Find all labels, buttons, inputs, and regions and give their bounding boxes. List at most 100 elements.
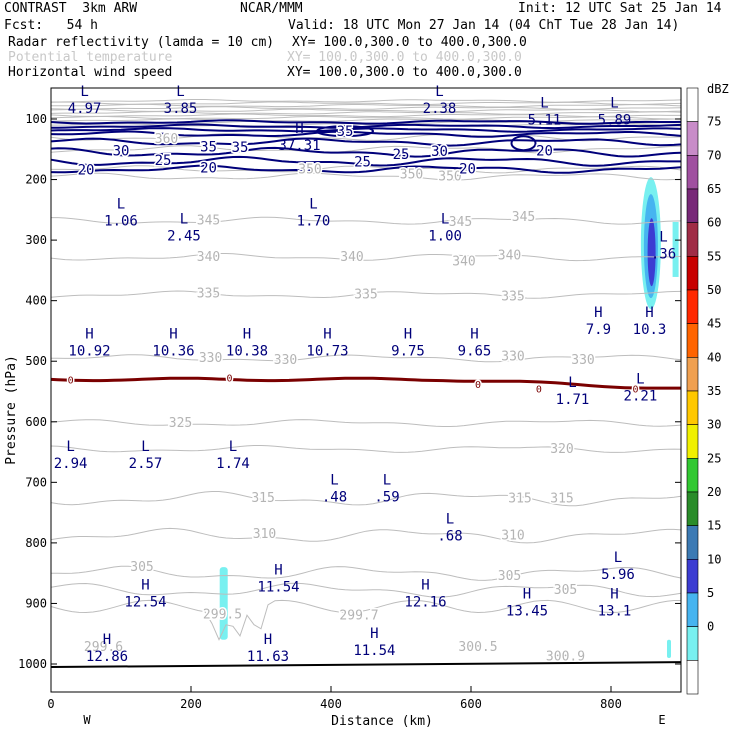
low-value-label: 2.45 <box>167 228 201 244</box>
low-value-label: 1.00 <box>428 228 462 244</box>
colorbar-level-label: 45 <box>707 317 721 331</box>
low-value-label: 2.21 <box>624 389 658 405</box>
field-theta-xy: XY= 100.0,300.0 to 400.0,300.0 <box>287 50 522 65</box>
colorbar-swatch <box>686 592 699 627</box>
high-value-label: 9.75 <box>391 343 425 359</box>
y-tick-label: 100 <box>25 112 47 126</box>
theta-contour <box>51 216 682 225</box>
wind-contour-jet-core <box>316 125 374 138</box>
colorbar-level-label: 20 <box>707 485 721 499</box>
theta-label: 345 <box>512 210 535 225</box>
colorbar-swatch <box>686 155 699 190</box>
low-marker: L <box>176 84 184 100</box>
y-tick-label: 900 <box>25 596 47 610</box>
colorbar-level-label: 65 <box>707 182 721 196</box>
theta-contour <box>50 113 681 118</box>
theta-label: 330 <box>199 351 222 366</box>
theta-label: 330 <box>571 353 594 368</box>
wind-label: 20 <box>536 143 553 159</box>
y-tick-label: 600 <box>25 415 47 429</box>
colorbar-swatch <box>686 525 699 560</box>
colorbar-swatch <box>686 458 699 493</box>
high-marker: H <box>323 326 331 342</box>
high-marker: H <box>523 587 531 603</box>
high-marker: H <box>610 587 618 603</box>
high-marker: H <box>470 326 478 342</box>
colorbar-swatch <box>686 289 699 324</box>
colorbar-level-label: 5 <box>707 586 714 600</box>
x-tick-label: 600 <box>460 697 482 711</box>
high-marker: H <box>295 121 303 137</box>
low-marker: L <box>636 372 644 388</box>
theta-label: 345 <box>197 214 220 229</box>
low-marker: L <box>435 84 443 100</box>
high-value-label: 10.3 <box>633 322 667 338</box>
low-value-label: 1.06 <box>104 214 138 230</box>
theta-label: 300.5 <box>458 640 497 655</box>
theta-label: 315 <box>251 491 274 506</box>
theta-contour <box>50 582 682 598</box>
wind-label: 25 <box>354 154 371 170</box>
low-marker: L <box>610 96 618 112</box>
colorbar-swatch <box>686 222 699 257</box>
high-value-label: 10.38 <box>226 343 268 359</box>
theta-label: 325 <box>169 416 192 431</box>
low-marker: L <box>330 472 338 488</box>
y-tick-label: 1000 <box>18 657 47 671</box>
colorbar-swatch <box>686 188 699 223</box>
theta-label: 350 <box>298 162 321 177</box>
theta-label: 335 <box>197 286 220 301</box>
high-value-label: 11.54 <box>353 643 395 659</box>
theta-contour <box>50 354 682 363</box>
wind-label: 20 <box>200 160 217 176</box>
high-marker: H <box>645 305 653 321</box>
low-value-label: .36 <box>651 246 676 262</box>
theta-label: 315 <box>550 492 573 507</box>
theta-label: 330 <box>274 353 297 368</box>
colorbar-level-label: 50 <box>707 283 721 297</box>
colorbar-swatch <box>686 559 699 594</box>
colorbar-level-label: 0 <box>707 620 714 634</box>
colorbar-level-label: 10 <box>707 552 721 566</box>
low-value-label: 1.70 <box>297 214 331 230</box>
low-value-label: .59 <box>374 489 399 505</box>
colorbar-level-label: 70 <box>707 148 721 162</box>
theta-label: 340 <box>498 248 521 263</box>
colorbar-level-label: 40 <box>707 350 721 364</box>
low-value-label: 1.74 <box>216 456 250 472</box>
freezing-level-label: 0 <box>632 384 638 395</box>
low-marker: L <box>614 550 622 566</box>
high-value-label: 7.9 <box>586 322 611 338</box>
low-marker: L <box>117 197 125 213</box>
theta-label: 350 <box>438 170 461 185</box>
theta-contour <box>50 101 682 105</box>
low-value-label: 2.94 <box>54 456 88 472</box>
freezing-level-label: 0 <box>475 380 481 391</box>
theta-label: 350 <box>400 168 423 183</box>
y-tick-label: 700 <box>25 475 47 489</box>
theta-contour <box>50 118 681 123</box>
colorbar-swatch <box>686 323 699 358</box>
header-project: CONTRAST 3km ARW <box>4 1 138 16</box>
wind-contour <box>50 119 682 125</box>
theta-contour <box>50 565 682 581</box>
high-value-label: 10.73 <box>306 343 348 359</box>
low-value-label: .48 <box>322 489 347 505</box>
theta-label: 305 <box>554 583 577 598</box>
colorbar-swatch <box>686 121 699 156</box>
x-tick-label: 800 <box>600 697 622 711</box>
low-value-label: .68 <box>437 529 462 545</box>
high-marker: H <box>370 626 378 642</box>
low-marker: L <box>568 375 576 391</box>
theta-contour <box>50 172 682 181</box>
field-theta-name: Potential temperature <box>8 50 173 65</box>
y-axis-label: Pressure (hPa) <box>4 355 19 465</box>
field-wind-name: Horizontal wind speed <box>8 65 173 80</box>
plot-frame <box>50 87 682 693</box>
low-value-label: 2.57 <box>129 456 163 472</box>
low-value-label: 5.89 <box>598 113 632 129</box>
ground-surface-line <box>50 661 682 669</box>
colorbar-level-label: 30 <box>707 418 721 432</box>
theta-contour <box>51 103 682 108</box>
low-marker: L <box>309 197 317 213</box>
